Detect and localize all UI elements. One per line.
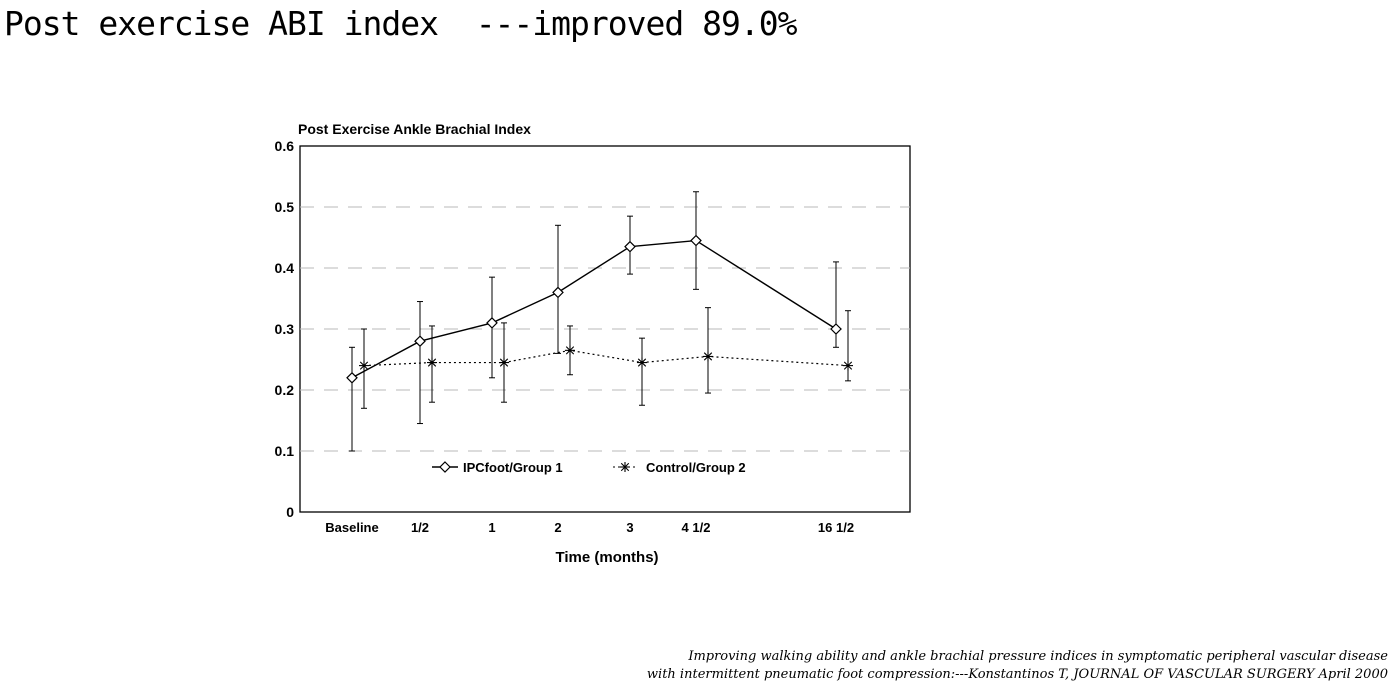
y-tick-label: 0.6	[275, 138, 295, 154]
y-tick-label: 0.4	[275, 260, 295, 276]
y-tick-label: 0	[286, 504, 294, 520]
citation-line-1: Improving walking ability and ankle brac…	[688, 649, 1388, 664]
data-point	[346, 371, 358, 384]
x-axis-label: Time (months)	[555, 549, 658, 566]
legend-marker	[620, 462, 630, 472]
chart-svg: Post Exercise Ankle Brachial Index Time …	[275, 121, 911, 566]
data-point	[690, 234, 702, 247]
data-point	[427, 357, 437, 368]
data-point	[703, 351, 713, 362]
x-tick-label: 1	[488, 520, 495, 535]
data-point	[624, 240, 636, 253]
x-tick-label: Baseline	[325, 520, 378, 535]
data-point	[499, 357, 509, 368]
y-tick-label: 0.1	[275, 443, 295, 459]
legend-label: IPCfoot/Group 1	[463, 460, 563, 475]
x-tick-label: 16 1/2	[818, 520, 854, 535]
x-tick-label: 4 1/2	[682, 520, 711, 535]
x-tick-label: 3	[626, 520, 633, 535]
y-tick-label: 0.5	[275, 199, 295, 215]
slide-title: Post exercise ABI index ---improved 89.0…	[4, 4, 797, 43]
y-tick-label: 0.3	[275, 321, 295, 337]
series-line	[351, 239, 837, 379]
data-point	[486, 317, 498, 329]
legend-marker	[439, 461, 451, 473]
data-point	[830, 323, 842, 335]
data-point	[359, 360, 369, 371]
series-line	[363, 349, 849, 367]
data-point	[552, 286, 564, 299]
data-point	[843, 360, 853, 371]
legend-label: Control/Group 2	[646, 460, 746, 475]
citation-line-2: with intermittent pneumatic foot compres…	[646, 667, 1388, 682]
x-tick-label: 1/2	[411, 520, 429, 535]
data-point	[565, 345, 575, 356]
chart-title: Post Exercise Ankle Brachial Index	[298, 121, 531, 137]
data-point	[414, 335, 426, 348]
x-tick-label: 2	[554, 520, 561, 535]
abi-chart: Post Exercise Ankle Brachial Index Time …	[260, 112, 920, 582]
data-point	[637, 357, 647, 368]
citation: Improving walking ability and ankle brac…	[488, 648, 1388, 684]
plot-frame	[299, 145, 911, 513]
y-tick-label: 0.2	[275, 382, 295, 398]
